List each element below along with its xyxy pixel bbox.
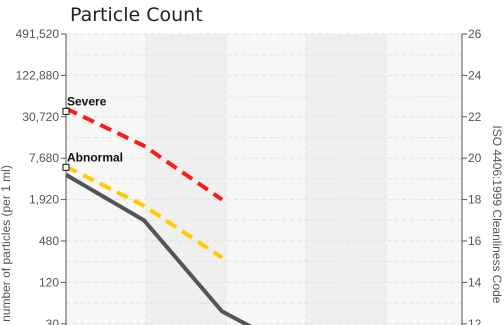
threshold-marker (62, 163, 70, 171)
y-tick-label-left: 491,520 (16, 27, 60, 41)
threshold-label-severe: Severe (67, 94, 107, 108)
chart-title: Particle Count (70, 4, 203, 26)
y-tick-label-left: 120 (39, 275, 59, 289)
y-tick-label-right: 12 (468, 317, 482, 325)
y-tick-label-left: 122,880 (16, 68, 60, 82)
series-line-measured (66, 173, 252, 325)
y-tick-label-left: 480 (39, 234, 59, 248)
y-tick-label-left: 30 (46, 317, 60, 325)
plot-band (306, 34, 386, 325)
series-line-abnormal (66, 164, 224, 260)
plot-band (226, 34, 306, 325)
plot-band (386, 34, 462, 325)
y-tick-label-left: 1,920 (29, 193, 59, 207)
threshold-label-abnormal: Abnormal (67, 150, 123, 164)
plot-band (66, 34, 146, 325)
y-tick-label-left: 7,680 (29, 151, 59, 165)
y-tick-label-right: 16 (468, 234, 482, 248)
y-tick-label-right: 22 (468, 110, 482, 124)
y-tick-label-right: 18 (468, 193, 482, 207)
y-axis-title-right: ISO 4406:1999 Cleanliness Code (490, 125, 504, 303)
y-tick-label-right: 26 (468, 27, 482, 41)
y-tick-label-right: 14 (468, 275, 482, 289)
threshold-marker (62, 107, 70, 115)
plot-band (146, 34, 226, 325)
y-tick-label-right: 24 (468, 68, 482, 82)
y-axis-title-left: number of particles (per 1 ml) (0, 165, 13, 322)
series-line-severe (66, 106, 224, 202)
y-tick-label-left: 30,720 (22, 110, 59, 124)
y-tick-label-right: 20 (468, 151, 482, 165)
